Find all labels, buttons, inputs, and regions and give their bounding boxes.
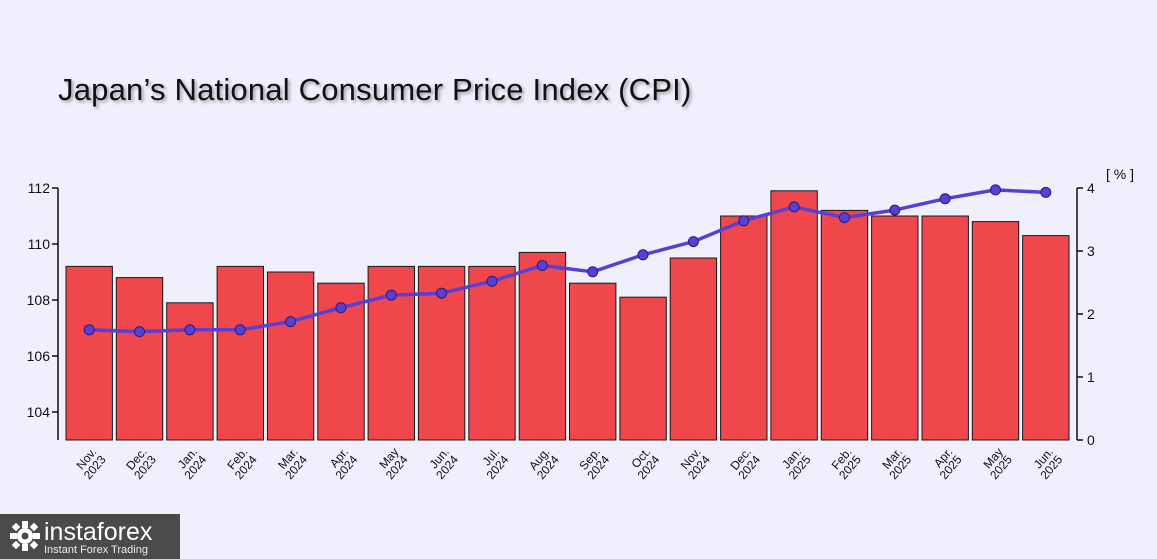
right-tick-label-1: 1 (1087, 369, 1095, 385)
line-point-0 (83, 324, 95, 336)
logo-name: instaforex (44, 518, 153, 546)
x-tick-label-2: Jan.2024 (172, 445, 209, 482)
line-point-13 (738, 215, 750, 227)
x-tick-label-9: Aug.2024 (525, 445, 562, 482)
bar-14 (770, 190, 818, 441)
line-point-2 (184, 324, 196, 336)
x-tick-label-10: Sep.2024 (575, 445, 612, 482)
right-tick-label-3: 3 (1087, 243, 1095, 259)
bar-19 (1022, 235, 1070, 441)
line-point-16 (889, 204, 901, 216)
x-tick-label-18: May2025 (978, 445, 1015, 482)
line-point-8 (486, 275, 498, 287)
bar-2 (166, 302, 214, 441)
x-tick-label-12: Nov.2024 (676, 445, 713, 482)
x-tick-label-11: Oct.2024 (625, 445, 662, 482)
left-tick-label-0: 104 (27, 404, 51, 420)
line-path (87, 188, 1048, 334)
x-tick-label-6: May2024 (374, 445, 411, 482)
x-tick-label-16: Mar.2025 (877, 445, 914, 482)
chart-title: Japan’s National Consumer Price Index (C… (58, 72, 692, 107)
x-tick-label-5: Apr.2024 (323, 445, 360, 482)
right-tick-label-0: 0 (1087, 432, 1095, 448)
left-tick-label-4: 112 (28, 180, 51, 196)
line-point-17 (939, 193, 951, 205)
x-tick-label-0: Nov.2023 (72, 445, 109, 482)
line-point-11 (637, 249, 649, 261)
x-tick-label-13: Dec.2024 (726, 445, 763, 482)
x-tick-label-15: Feb.2025 (827, 445, 864, 482)
line-point-18 (990, 184, 1001, 196)
bar-12 (669, 257, 718, 441)
left-axis: 104 106 108 110 112 (27, 180, 59, 440)
line-point-14 (788, 201, 800, 213)
right-axis: 0 1 2 3 4 [ % ] (1076, 166, 1134, 448)
line-point-3 (234, 324, 246, 336)
x-tick-label-3: Feb.2024 (223, 445, 260, 482)
x-tick-label-7: Jun.2024 (424, 445, 461, 482)
line-point-9 (536, 260, 548, 271)
logo-emblem-icon (10, 521, 40, 551)
bar-9 (518, 251, 567, 441)
right-tick-label-4: 4 (1087, 180, 1095, 196)
logo-tagline: Instant Forex Trading (44, 544, 148, 556)
line-point-10 (587, 266, 599, 278)
line-point-6 (385, 289, 397, 301)
bar-10 (569, 282, 617, 441)
line-point-4 (285, 316, 297, 328)
bar-8 (468, 265, 516, 441)
line-point-19 (1040, 186, 1052, 198)
line-point-5 (335, 302, 347, 314)
left-tick-label-3: 110 (28, 236, 51, 252)
right-axis-unit: [ % ] (1106, 166, 1134, 182)
line-series (83, 184, 1052, 338)
bar-15 (820, 209, 869, 441)
bar-16 (871, 215, 919, 441)
instaforex-logo: instaforex Instant Forex Trading (0, 514, 180, 559)
bar-11 (619, 296, 667, 441)
bar-1 (115, 277, 164, 441)
bar-4 (266, 271, 315, 441)
bar-0 (65, 265, 113, 441)
x-tick-label-4: Mar.2024 (273, 445, 310, 482)
line-point-12 (687, 236, 699, 248)
left-tick-label-2: 108 (27, 292, 51, 308)
bar-13 (720, 215, 768, 441)
line-point-1 (134, 326, 145, 338)
bar-17 (921, 215, 969, 441)
bar-series (65, 190, 1070, 441)
x-tick-label-19: Jun.2025 (1028, 445, 1065, 482)
x-tick-label-8: Jul.2024 (474, 445, 511, 482)
left-tick-label-1: 106 (27, 348, 51, 364)
line-point-15 (838, 212, 850, 224)
bar-18 (971, 221, 1020, 441)
x-axis: Nov.2023 Dec.2023 Jan.2024 Feb.2024 Mar.2024… (72, 445, 1065, 482)
x-tick-label-1: Dec.2023 (122, 445, 159, 482)
x-tick-label-14: Jan.2025 (776, 445, 813, 482)
right-tick-label-2: 2 (1087, 306, 1095, 322)
bar-3 (216, 265, 265, 441)
x-tick-label-17: Apr.2025 (928, 445, 965, 482)
line-point-7 (436, 287, 448, 299)
